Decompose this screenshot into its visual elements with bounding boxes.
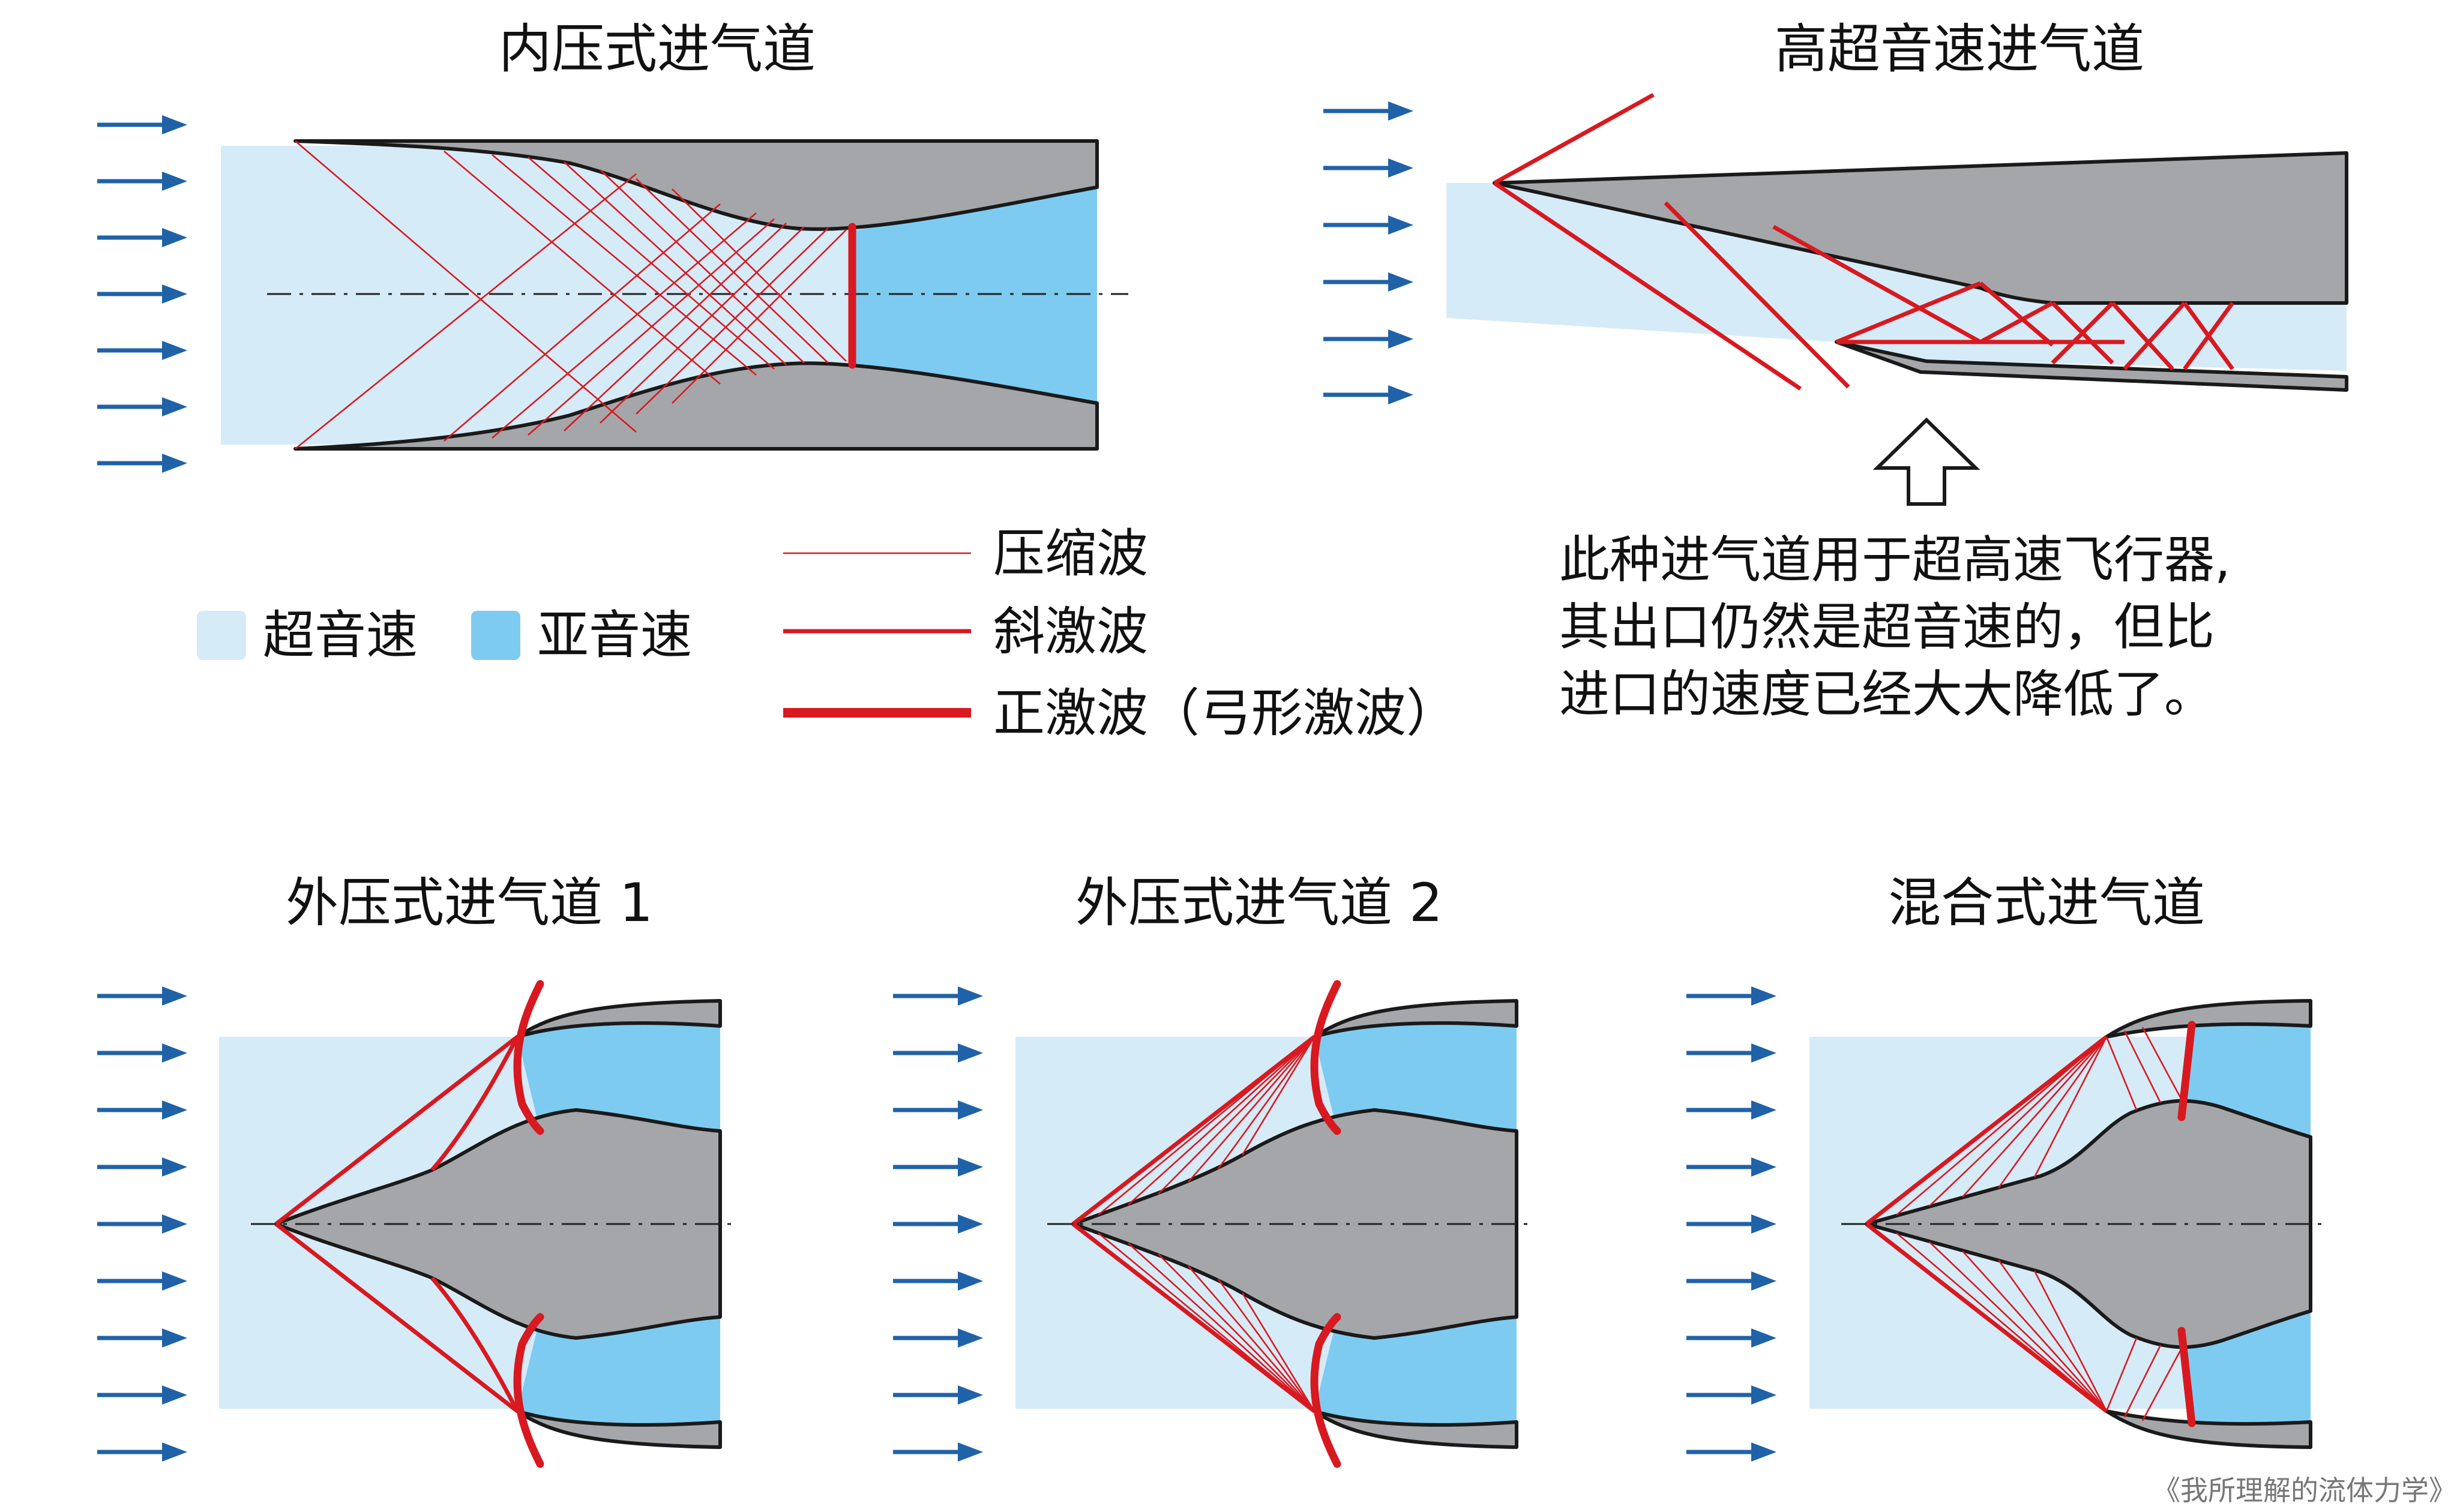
- legend-oblique-label: 斜激波: [993, 602, 1148, 662]
- cowl-top-3: [516, 999, 722, 1039]
- note-line-1: 此种进气道用于超高速飞行器,: [1559, 530, 2231, 589]
- centerbody-5: [1865, 1099, 2312, 1349]
- supersonic-region-2: [1446, 183, 2347, 371]
- cowl-top-4: [1313, 999, 1518, 1039]
- subsonic-lower-4: [1314, 1317, 1517, 1425]
- title-internal: 内压式进气道: [499, 18, 816, 80]
- shocks-4: [1071, 980, 1341, 1468]
- flow-arrows-2: [1323, 101, 1413, 404]
- up-arrow-pointer: [1872, 417, 1980, 506]
- panel-external-inlet-2: 外压式进气道 2: [893, 872, 1533, 1468]
- flow-arrows-1: [97, 115, 187, 473]
- legend-supersonic-swatch: [197, 611, 246, 660]
- cowl-lip-2: [1835, 340, 2348, 392]
- note-line-2: 其出口仍然是超音速的，但比: [1559, 598, 2215, 656]
- cowl-bottom-5: [2105, 1409, 2312, 1449]
- panel-internal-inlet: 内压式进气道: [97, 18, 1128, 473]
- legend-normal-label: 正激波（弓形激波）: [993, 683, 1458, 743]
- title-mixed: 混合式进气道: [1888, 872, 2205, 934]
- legend-supersonic-label: 超音速: [263, 605, 418, 665]
- legend-subsonic-swatch: [471, 611, 520, 660]
- panel-mixed-inlet: 混合式进气道: [1686, 872, 2327, 1462]
- source-credit: 《我所理解的流体力学》: [2153, 1474, 2456, 1507]
- duct-top-1: [293, 139, 1099, 231]
- flow-arrows-5: [1686, 986, 1776, 1462]
- title-external-2: 外压式进气道 2: [1075, 872, 1443, 934]
- subsonic-lower-3: [517, 1317, 720, 1425]
- cowl-top-5: [2105, 999, 2312, 1039]
- legend-subsonic-label: 亚音速: [537, 605, 692, 665]
- title-external-1: 外压式进气道 1: [286, 872, 653, 934]
- title-hypersonic: 高超音速进气道: [1775, 18, 2144, 80]
- flow-arrows-3: [97, 986, 187, 1462]
- shocks-2: [1493, 92, 2234, 391]
- cowl-bottom-4: [1313, 1409, 1518, 1449]
- legend-compression-label: 压缩波: [993, 524, 1148, 584]
- shocks-3: [274, 980, 544, 1468]
- note-line-3: 进口的速度已经大大降低了。: [1559, 665, 2215, 724]
- subsonic-region-1: [852, 187, 1097, 403]
- panel-external-inlet-1: 外压式进气道 1: [97, 872, 737, 1468]
- compression-waves-1: [295, 140, 847, 450]
- centerbody-4: [1071, 1108, 1518, 1340]
- flow-arrows-4: [893, 986, 983, 1462]
- subsonic-upper-4: [1314, 1023, 1517, 1131]
- panel-hypersonic-inlet: 高超音速进气道 此种进气道用于超高速飞行器, 其出口仍然是超音速的: [1323, 18, 2348, 724]
- centerbody-3: [274, 1108, 722, 1340]
- shocks-5: [1865, 1021, 2196, 1427]
- subsonic-upper-3: [517, 1023, 720, 1131]
- legend: 超音速 亚音速 压缩波 斜激波 正激波（弓形激波）: [197, 524, 1458, 743]
- cowl-bottom-3: [516, 1409, 722, 1449]
